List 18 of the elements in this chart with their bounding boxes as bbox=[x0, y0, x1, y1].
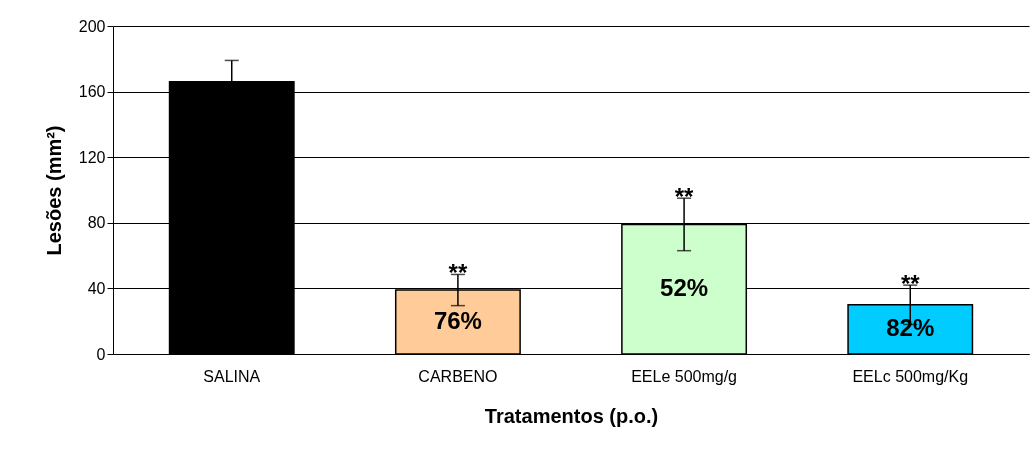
x-tick-label: EELc 500mg/Kg bbox=[852, 367, 969, 385]
y-axis-title: Lesões (mm²) bbox=[42, 125, 65, 256]
annotation: ** bbox=[674, 183, 695, 211]
y-tick-label: 120 bbox=[78, 148, 106, 166]
annotation: ** bbox=[900, 270, 921, 298]
y-tick-label: 200 bbox=[78, 17, 106, 35]
x-tick-label: EELe 500mg/g bbox=[631, 367, 738, 385]
annotation: ** bbox=[448, 259, 468, 287]
annotation: 82% bbox=[886, 314, 935, 342]
x-tick-label: CARBENO bbox=[418, 367, 498, 385]
annotation: 52% bbox=[660, 274, 709, 302]
y-tick-label: 40 bbox=[87, 279, 106, 297]
x-tick-label: SALINA bbox=[203, 367, 261, 385]
y-tick-label: 160 bbox=[78, 83, 106, 101]
x-axis-title: Tratamentos (p.o.) bbox=[484, 404, 659, 427]
annotation: 76% bbox=[433, 307, 482, 335]
y-tick-label: 0 bbox=[96, 345, 106, 363]
y-tick-label: 80 bbox=[87, 214, 106, 232]
